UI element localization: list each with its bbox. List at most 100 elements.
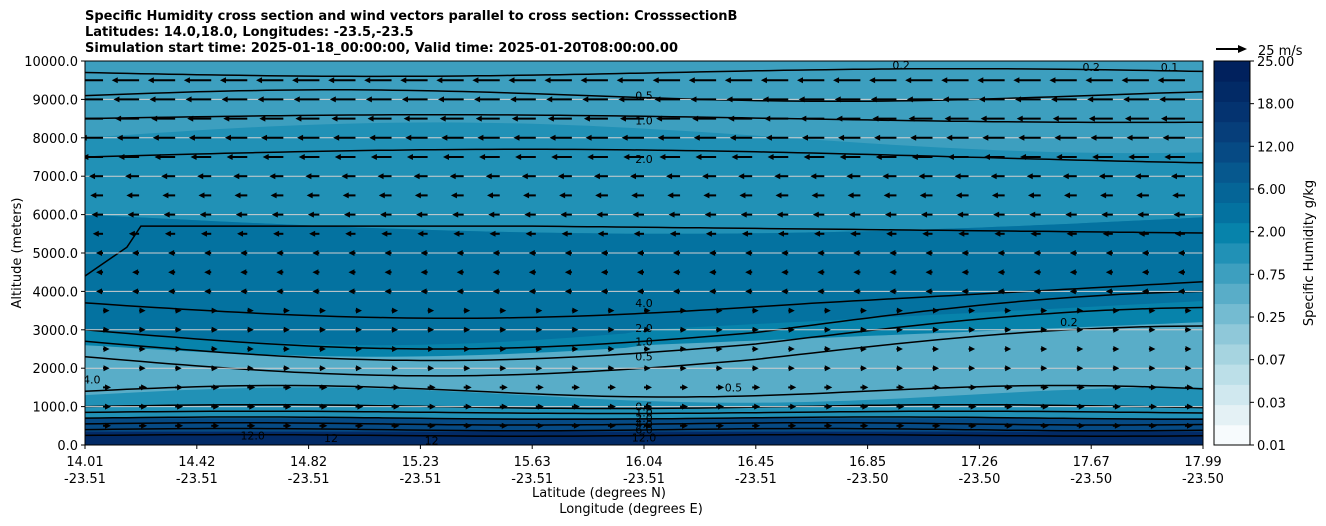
wind-arrowhead (1141, 288, 1148, 295)
wind-arrowhead (105, 422, 112, 429)
contour-label-15: 2.0 (635, 412, 653, 425)
wind-arrowhead (608, 365, 615, 372)
wind-arrowhead (790, 403, 797, 410)
wind-arrowhead (1069, 269, 1076, 276)
wind-arrowhead (600, 288, 607, 295)
wind-arrowhead (1033, 288, 1040, 295)
wind-arrowhead (163, 211, 170, 218)
humidity-fill-top (85, 61, 1203, 154)
wind-arrowhead (262, 154, 269, 160)
wind-arrowhead (796, 77, 803, 84)
wind-arrowhead (980, 115, 987, 122)
wind-arrowhead (850, 230, 857, 237)
wind-arrowhead (247, 346, 254, 352)
colorbar-band-8 (1214, 263, 1250, 284)
wind-arrowhead (1141, 269, 1148, 276)
wind-arrowhead (680, 365, 687, 372)
wind-arrowhead (934, 422, 941, 429)
wind-arrowhead (479, 154, 486, 160)
wind-arrowhead (669, 230, 676, 237)
wind-arrowhead (680, 326, 687, 333)
wind-arrowhead (790, 422, 797, 429)
wind-arrowhead (500, 326, 507, 333)
wind-arrowhead (1030, 230, 1037, 237)
x-tick-lon-2: -23.51 (288, 472, 330, 487)
wind-arrowhead (259, 115, 266, 122)
wind-arrowhead (709, 269, 716, 276)
wind-arrowhead (788, 346, 795, 352)
wind-arrowhead (416, 211, 423, 218)
x-axis-label-lat: Latitude (degrees N) (532, 486, 666, 501)
wind-arrowhead (673, 288, 680, 295)
wind-arrowhead (271, 211, 278, 218)
wind-arrowhead (860, 365, 867, 372)
wind-arrowhead (443, 154, 450, 160)
wind-arrowhead (898, 384, 905, 391)
wind-arrowhead (969, 307, 976, 314)
contour-label-9: 0.5 (635, 351, 653, 364)
wind-arrowhead (573, 384, 580, 391)
wind-arrowhead (1114, 403, 1121, 410)
wind-arrowhead (1062, 173, 1069, 180)
wind-arrowhead (1105, 250, 1112, 256)
x-tick-lat-6: 16.45 (737, 455, 774, 470)
wind-arrowhead (141, 403, 148, 410)
wind-arrowhead (942, 96, 949, 103)
wind-arrowhead (728, 115, 735, 122)
wind-arrowhead (1090, 134, 1097, 141)
wind-arrowhead (211, 326, 218, 333)
wind-arrowhead (1042, 403, 1049, 410)
wind-arrowhead (1100, 192, 1107, 199)
wind-arrowhead (464, 326, 471, 333)
wind-arrowhead (521, 173, 528, 180)
wind-arrowhead (285, 422, 292, 429)
wind-arrowhead (96, 269, 103, 276)
wind-arrowhead (906, 96, 913, 103)
wind-arrowhead (139, 326, 146, 333)
wind-arrowhead (1098, 173, 1105, 180)
wind-arrowhead (200, 230, 207, 237)
wind-arrowhead (187, 115, 194, 122)
wind-arrowhead (788, 365, 795, 372)
wind-arrowhead (666, 173, 673, 180)
contour-label-20: 12 (324, 432, 338, 445)
wind-arrowhead (745, 269, 752, 276)
wind-arrowhead (513, 134, 520, 141)
wind-arrowhead (1005, 307, 1012, 314)
wind-key-arrowhead (1238, 45, 1247, 53)
wind-arrowhead (941, 77, 948, 84)
wind-arrowhead (276, 269, 283, 276)
wind-arrowhead (1092, 154, 1099, 160)
wind-arrowhead (702, 173, 709, 180)
wind-arrowhead (803, 154, 810, 160)
wind-arrowhead (572, 365, 579, 372)
colorbar-band-16 (1214, 101, 1250, 123)
wind-arrowhead (1123, 96, 1130, 103)
wind-arrowhead (456, 288, 463, 295)
wind-arrowhead (908, 115, 915, 122)
wind-arrowhead (673, 269, 680, 276)
wind-arrowhead (197, 173, 204, 180)
wind-arrowhead (925, 269, 932, 276)
wind-arrowhead (1105, 269, 1112, 276)
wind-arrowhead (450, 192, 457, 199)
wind-arrowhead (1159, 96, 1166, 103)
x-tick-lat-2: 14.82 (290, 455, 327, 470)
wind-arrowhead (400, 77, 407, 84)
y-tick-label-8: 8000.0 (33, 132, 79, 147)
wind-arrowhead (235, 211, 242, 218)
wind-arrowhead (1128, 154, 1135, 160)
wind-arrowhead (414, 192, 421, 199)
wind-arrowhead (348, 288, 355, 295)
humidity-fill-mid (85, 214, 1203, 346)
wind-arrowhead (369, 134, 376, 141)
wind-arrowhead (164, 230, 171, 237)
wind-arrowhead (175, 365, 182, 372)
wind-arrowhead (1157, 77, 1164, 84)
wind-arrowhead (465, 403, 472, 410)
wind-arrowhead (295, 115, 302, 122)
wind-arrowhead (826, 384, 833, 391)
wind-arrowhead (175, 326, 182, 333)
wind-arrowhead (1085, 77, 1092, 84)
wind-arrowhead (1114, 384, 1121, 391)
